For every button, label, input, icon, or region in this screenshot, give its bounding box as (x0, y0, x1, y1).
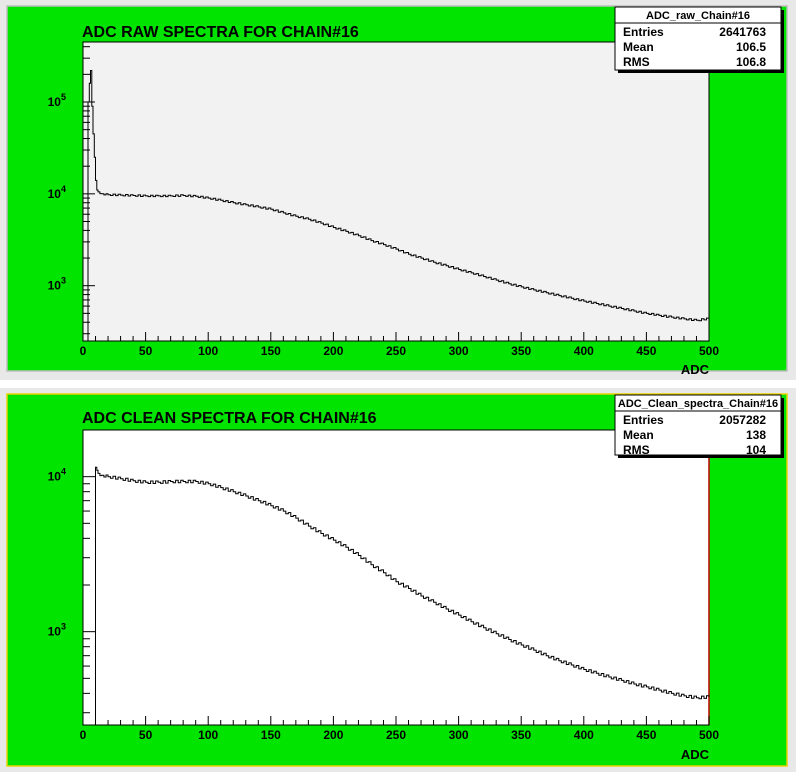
x-tick-label: 300 (449, 344, 469, 358)
stats-value: 2641763 (719, 25, 766, 39)
stats-label: Entries (623, 413, 664, 427)
x-tick-label: 50 (139, 344, 153, 358)
stats-value: 104 (746, 443, 766, 457)
chart-title: ADC CLEAN SPECTRA FOR CHAIN#16 (82, 410, 377, 427)
stats-value: 138 (746, 428, 766, 442)
stats-name: ADC_raw_Chain#16 (646, 10, 750, 22)
x-tick-label: 150 (261, 728, 281, 742)
stats-name: ADC_Clean_spectra_Chain#16 (618, 398, 778, 410)
stats-shadow (781, 10, 784, 73)
plot-area (82, 41, 710, 342)
x-tick-label: 500 (699, 728, 719, 742)
stats-value: 2057282 (719, 413, 766, 427)
x-tick-label: 50 (139, 728, 153, 742)
histogram-line (87, 70, 710, 341)
stats-box (614, 394, 782, 456)
y-tick-exponent: 5 (61, 92, 66, 102)
y-tick-label: 103 (48, 622, 66, 639)
x-axis-label: ADC (681, 747, 710, 762)
y-tick-label: 105 (48, 92, 66, 109)
y-tick-label: 104 (48, 467, 66, 484)
stats-label: Mean (623, 40, 654, 54)
raw-spectra-chart: ADC RAW SPECTRA FOR CHAIN#16 0 50 100 150 200… (0, 0, 796, 380)
x-tick-label: 300 (449, 728, 469, 742)
x-tick-label: 450 (636, 728, 656, 742)
y-tick-label: 103 (48, 276, 66, 293)
y-tick-base: 10 (48, 470, 62, 484)
x-tick-label: 500 (699, 344, 719, 358)
x-tick-label: 0 (80, 728, 87, 742)
x-tick-label: 150 (261, 344, 281, 358)
y-tick-base: 10 (48, 625, 62, 639)
stats-label: RMS (623, 55, 650, 69)
stats-label: RMS (623, 443, 650, 457)
y-tick-exponent: 3 (61, 622, 66, 632)
clean-spectra-pad: ADC CLEAN SPECTRA FOR CHAIN#16 0 50 100 150 2… (0, 388, 796, 772)
chart-title: ADC RAW SPECTRA FOR CHAIN#16 (82, 24, 359, 41)
stats-value: 106.5 (736, 40, 766, 54)
x-tick-label: 250 (386, 728, 406, 742)
x-tick-label: 350 (511, 344, 531, 358)
x-tick-label: 350 (511, 728, 531, 742)
y-tick-label: 104 (48, 184, 66, 201)
x-tick-label: 400 (574, 344, 594, 358)
stats-box (614, 6, 782, 71)
y-tick-base: 10 (48, 279, 62, 293)
x-tick-label: 0 (80, 344, 87, 358)
stats-shadow (618, 455, 784, 458)
stats-label: Mean (623, 428, 654, 442)
stats-shadow (618, 70, 784, 73)
x-tick-label: 100 (198, 728, 218, 742)
y-tick-exponent: 4 (61, 184, 66, 194)
x-tick-label: 250 (386, 344, 406, 358)
stats-label: Entries (623, 25, 664, 39)
plot-area (82, 429, 710, 726)
x-tick-label: 450 (636, 344, 656, 358)
x-tick-label: 200 (323, 728, 343, 742)
y-tick-exponent: 3 (61, 276, 66, 286)
histogram-line (95, 466, 710, 725)
x-tick-label: 100 (198, 344, 218, 358)
raw-spectra-pad: ADC RAW SPECTRA FOR CHAIN#16 0 50 100 150 200… (0, 0, 796, 380)
x-axis-label: ADC (681, 362, 710, 377)
x-tick-label: 400 (574, 728, 594, 742)
x-tick-label: 200 (323, 344, 343, 358)
y-tick-base: 10 (48, 187, 62, 201)
clean-spectra-chart: ADC CLEAN SPECTRA FOR CHAIN#16 0 50 100 150 2… (0, 388, 796, 772)
y-tick-exponent: 4 (61, 467, 66, 477)
stats-value: 106.8 (736, 55, 766, 69)
stats-shadow (781, 398, 784, 458)
y-tick-base: 10 (48, 95, 62, 109)
